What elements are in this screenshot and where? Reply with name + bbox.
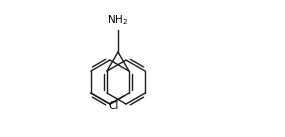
Text: Cl: Cl [108,101,118,111]
Text: NH$_2$: NH$_2$ [107,13,129,27]
